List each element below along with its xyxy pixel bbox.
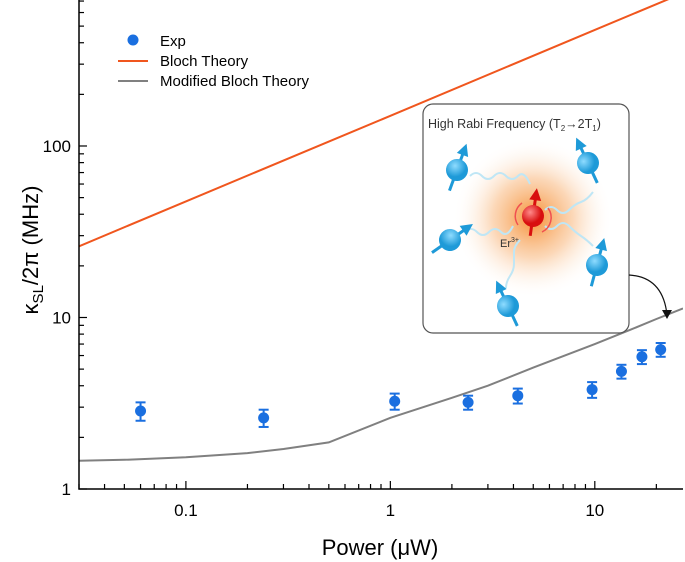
data-point [615, 363, 627, 380]
inset-pointer-arrow [628, 274, 668, 316]
legend-label-exp: Exp [160, 33, 186, 50]
point-marker [389, 395, 401, 407]
arrowhead-icon [662, 310, 672, 319]
x-axis-label: Power (μW) [322, 535, 439, 560]
point-marker [462, 396, 474, 408]
y-tick-label: 10 [52, 308, 71, 327]
blue-spin-icon [586, 237, 608, 287]
interaction-waves [464, 172, 594, 289]
legend-label-bloch: Bloch Theory [160, 53, 249, 70]
y-axis-label: κSL/2π (MHz) [18, 186, 47, 315]
point-marker [586, 384, 598, 396]
x-tick-label: 0.1 [174, 501, 198, 520]
series-line-2 [79, 307, 683, 462]
point-marker [636, 351, 648, 363]
data-points [135, 342, 667, 428]
inset: Er3+ High Rabi Frequency (T2→2T1) [422, 103, 672, 334]
point-marker [655, 344, 667, 356]
series-lines [79, 0, 683, 462]
ion-label: Er3+ [500, 237, 519, 250]
x-tick-label: 1 [386, 501, 395, 520]
axes: 0.1 1 10 1 10 100 [43, 0, 683, 520]
precession-arrow-icon [514, 202, 523, 226]
point-marker [615, 365, 627, 377]
precession-arrow-icon [541, 207, 552, 233]
data-point [135, 401, 147, 422]
spin-icons [431, 137, 608, 327]
data-point [586, 381, 598, 399]
red-spin-icon [522, 188, 544, 237]
blue-spin-icon [575, 137, 599, 184]
y-tick-label: 100 [43, 137, 71, 156]
legend: Exp Bloch Theory Modified Bloch Theory [118, 33, 309, 90]
data-point [655, 342, 667, 358]
y-tick-label: 1 [62, 480, 71, 499]
point-marker [258, 412, 270, 424]
blue-spin-icon [431, 223, 473, 254]
point-marker [135, 405, 147, 417]
inset-title: High Rabi Frequency (T2→2T1) [428, 117, 601, 133]
data-point [258, 408, 270, 428]
data-point [636, 349, 648, 366]
legend-label-modified: Modified Bloch Theory [160, 73, 309, 90]
series-line-1 [79, 0, 670, 248]
point-marker [512, 390, 524, 402]
data-point [462, 394, 474, 411]
blue-spin-icon [446, 143, 469, 192]
legend-marker-exp [127, 34, 139, 46]
x-tick-label: 10 [585, 501, 604, 520]
data-point [389, 392, 401, 411]
blue-spin-icon [495, 280, 519, 327]
data-point [512, 387, 524, 405]
